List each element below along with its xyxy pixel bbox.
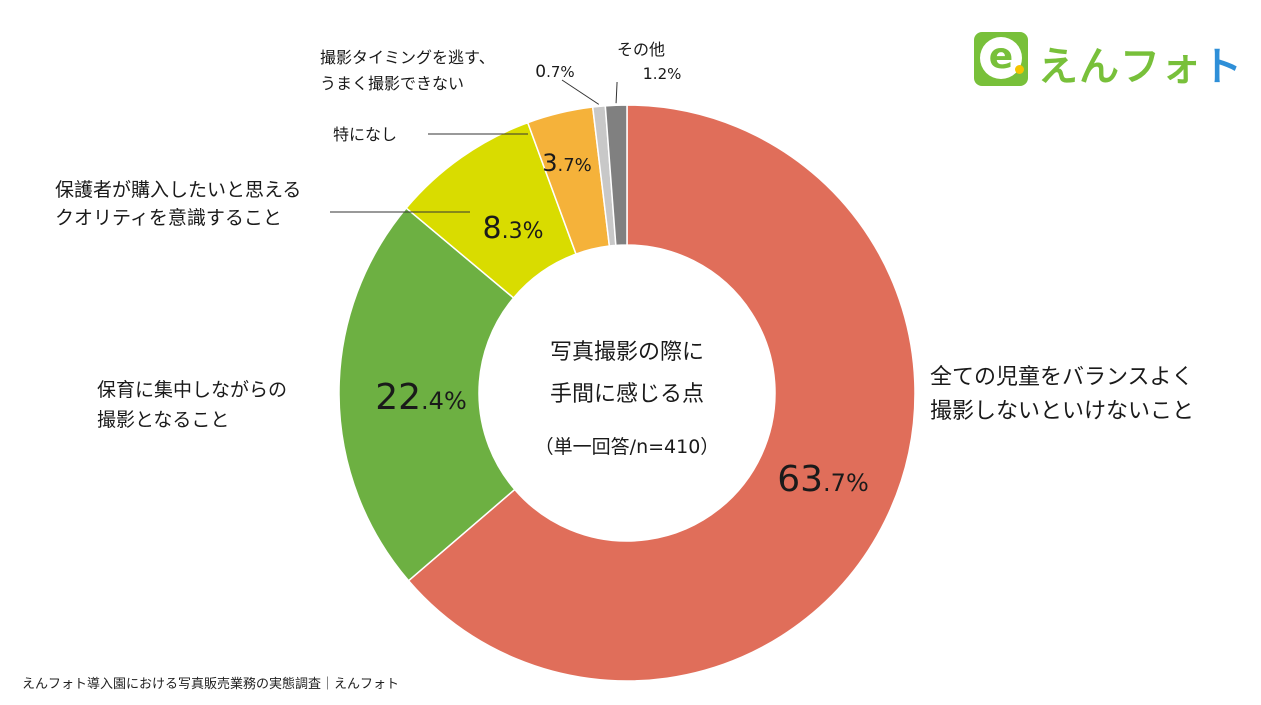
leader-lines [330,79,618,213]
logo-wordmark: えんフォト [1038,34,1243,92]
donut-slice-0 [407,104,916,682]
category-label-slice-4-line-2: うまく撮影できない [320,74,464,93]
leader-line-slice-5 [615,81,618,104]
category-label-slice-1-line-1: 保育に集中しながらの [97,379,287,401]
value-label-slice-3: 3.7% [542,149,592,177]
enphoto-logo-icon: e [974,32,1028,86]
logo-wordmark-prefix: えんフォ [1038,44,1202,90]
logo-dot [1015,65,1024,74]
category-label-slice-2-line-2: クオリティを意識すること [55,207,282,229]
enphoto-logo: e えんフォト [974,32,1242,90]
donut-slice-1 [338,206,516,582]
category-label-slice-0-line-2: 撮影しないといけないこと [930,399,1194,424]
value-label-slice-1: 22.4% [375,377,467,418]
center-title-line-2: 手間に感じる点 [550,382,704,407]
donut-slice-5 [604,104,628,247]
center-note: （単一回答/n=410） [535,436,720,458]
leader-line-slice-4 [561,79,600,105]
category-label-slice-5: その他 [617,40,665,59]
value-label-slice-2: 8.3% [483,211,544,246]
category-label-slice-0-line-1: 全ての児童をバランスよく [930,365,1194,390]
donut-slices [338,104,916,682]
category-label-slice-2-line-1: 保護者が購入したいと思える [55,179,301,201]
category-label-slice-3: 特になし [333,125,397,144]
category-label-slice-4-line-1: 撮影タイミングを逃す、 [320,48,495,67]
value-label-slice-0: 63.7% [777,459,869,500]
footer-source: えんフォト導入園における写真販売業務の実態調査｜えんフォト [22,677,400,692]
center-title-line-1: 写真撮影の際に [550,340,704,365]
logo-wordmark-suffix: ト [1202,44,1243,90]
value-label-slice-4: 0.7% [535,62,574,82]
value-label-slice-5: 1.2% [643,64,682,83]
category-label-slice-1-line-2: 撮影となること [97,409,229,431]
